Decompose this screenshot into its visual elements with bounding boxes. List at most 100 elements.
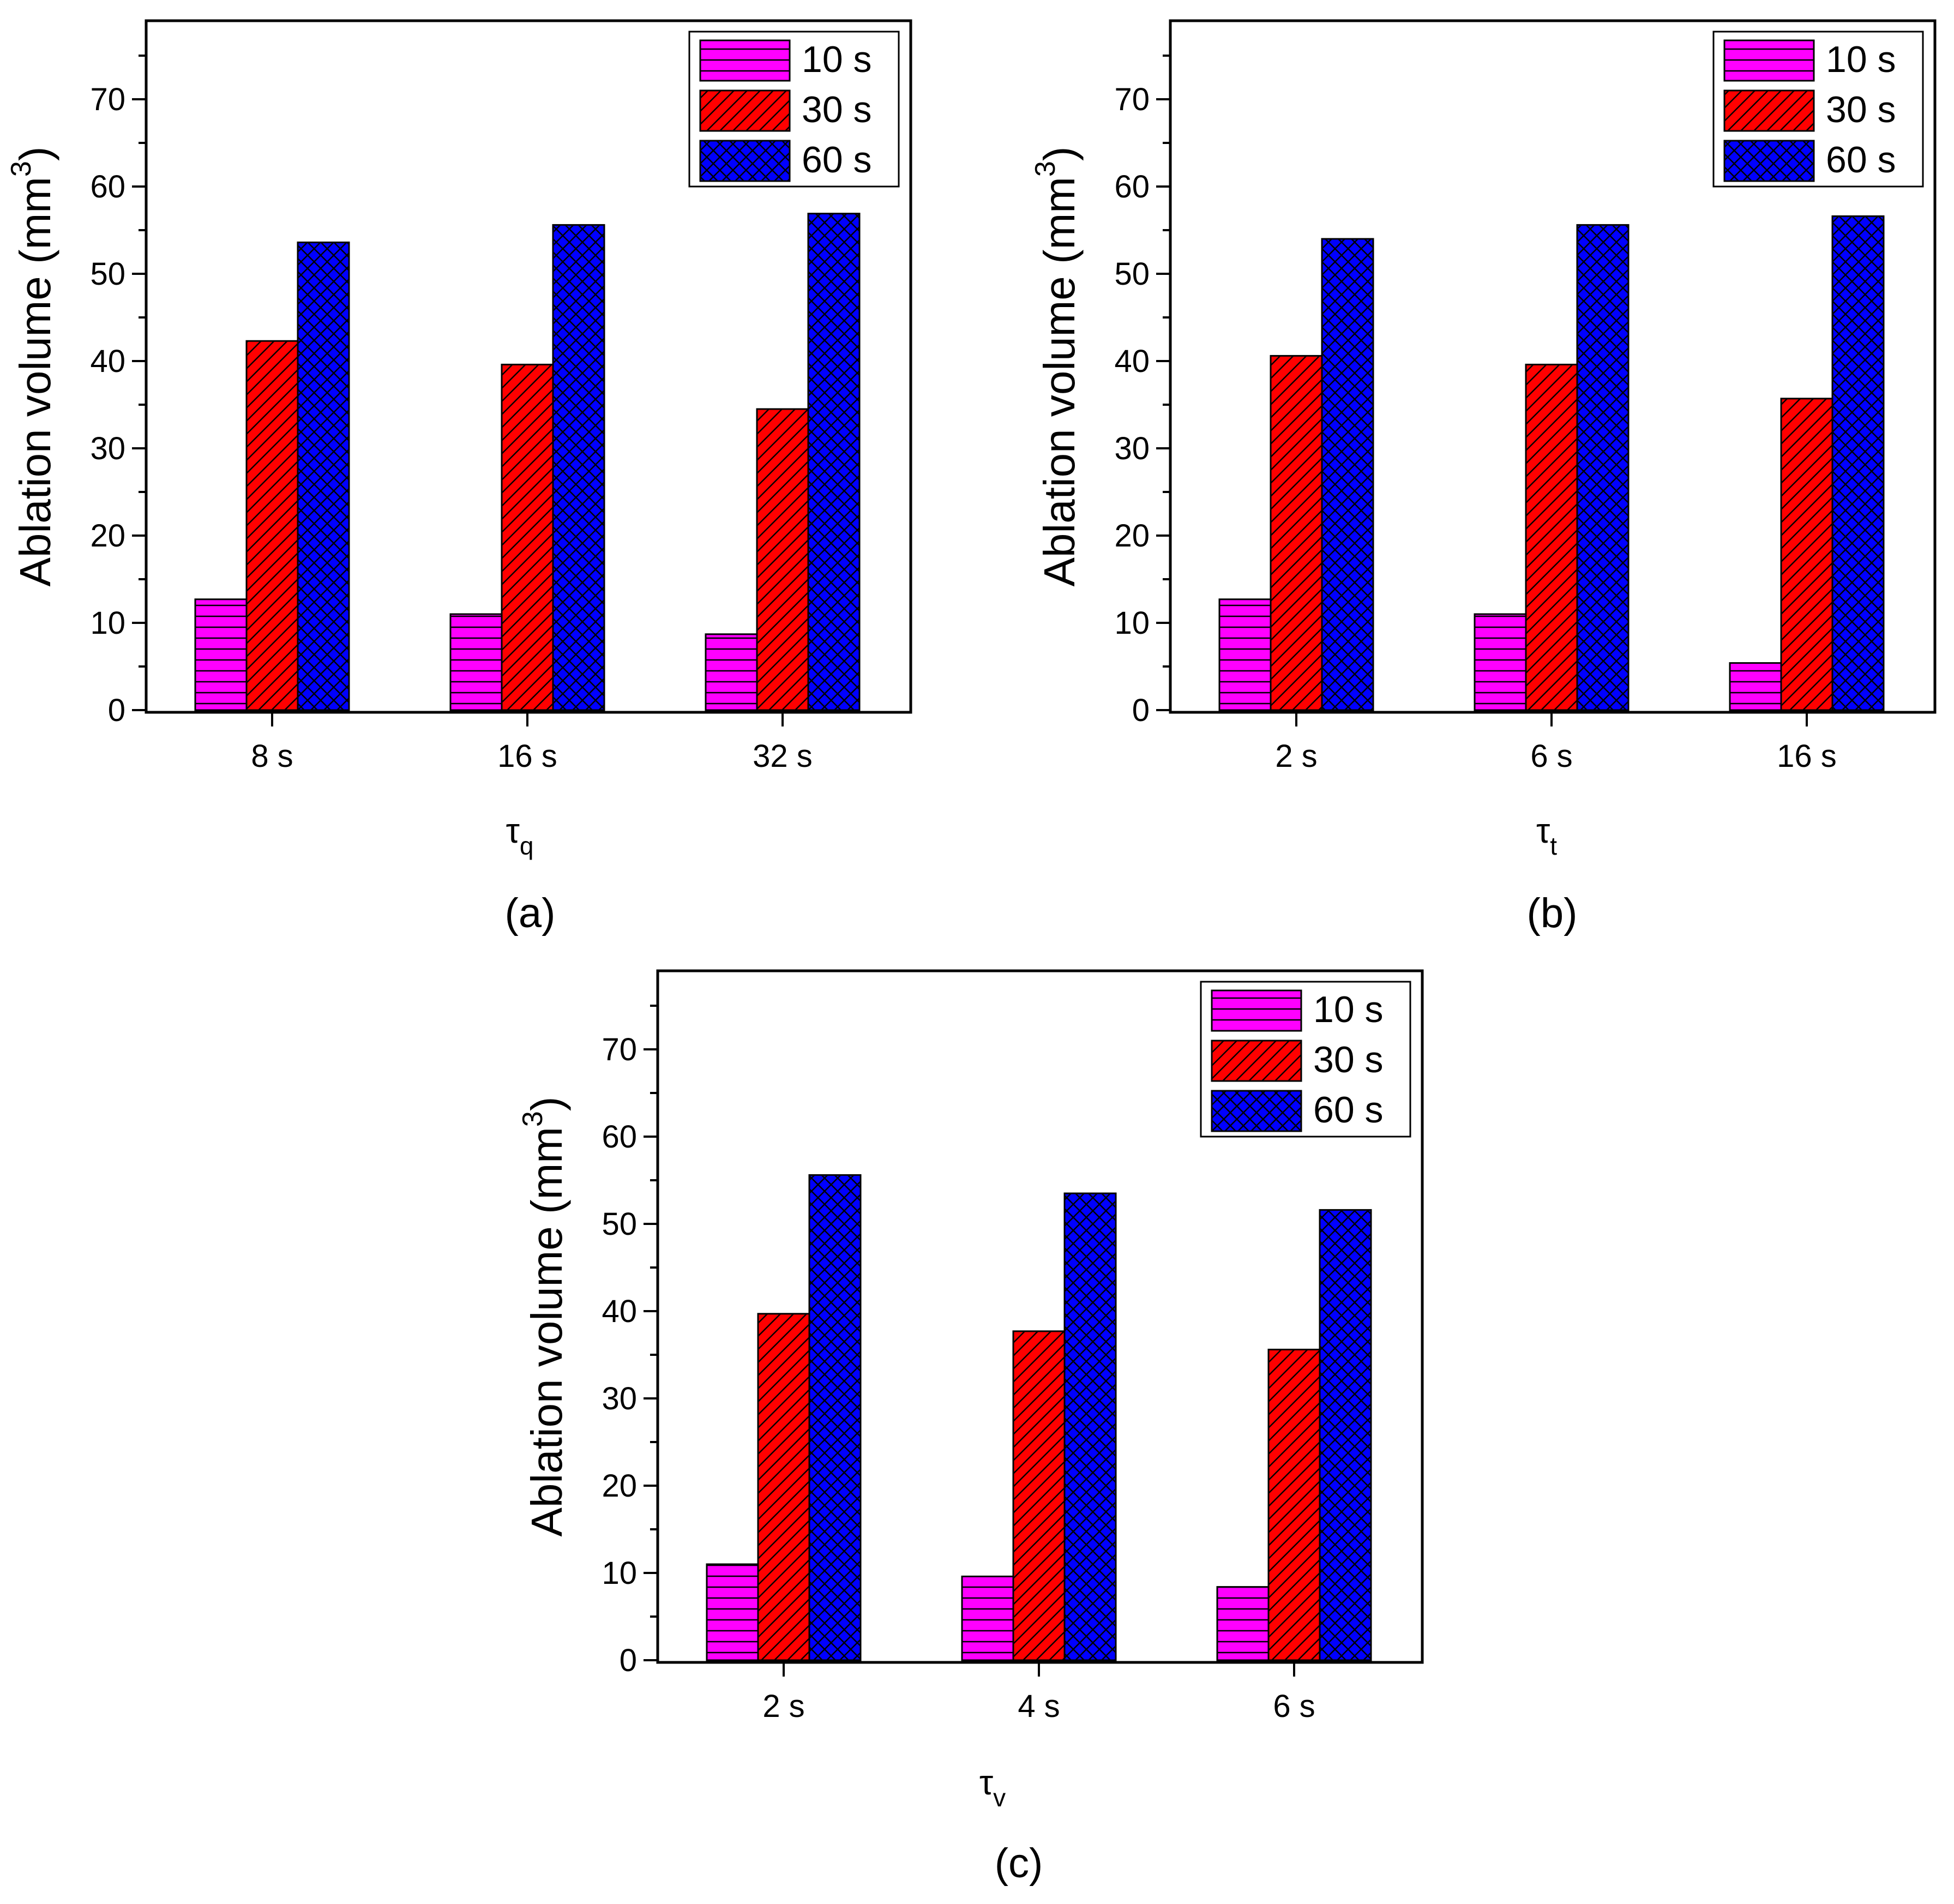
- legend: 10 s 30 s 60 s: [688, 31, 900, 188]
- bar-10s-6s: [1216, 1586, 1270, 1661]
- chart-panel-a: 0 10 20 30 40 50 60 70 8 s 16 s 32 s Ablation vol…: [5, 19, 912, 860]
- x-tick-label: 8 s: [251, 738, 293, 774]
- legend-label: 10 s: [1313, 989, 1384, 1030]
- bar-60s-2s: [1321, 238, 1374, 711]
- legend-label: 30 s: [1313, 1039, 1384, 1080]
- bar-30s-16s: [501, 363, 554, 711]
- x-tick-label: 6 s: [1530, 738, 1572, 774]
- bar-10s-2s: [706, 1563, 759, 1661]
- legend-label: 30 s: [1826, 89, 1896, 130]
- y-tick-label: 0: [108, 693, 125, 728]
- y-tick-label: 50: [1114, 256, 1150, 292]
- y-tick-label: 20: [1114, 518, 1150, 554]
- y-axis: 0 10 20 30 40 50 60 70: [1114, 55, 1170, 728]
- y-tick-label: 10: [1114, 605, 1150, 641]
- x-axis: 2 s 6 s 16 s: [1275, 712, 1837, 774]
- bar-10s-4s: [961, 1575, 1014, 1661]
- caption-a: (a): [505, 890, 556, 936]
- chart-panel-c: 0 10 20 30 40 50 60 70 2 s 4 s 6 s Ablation volum…: [517, 969, 1424, 1812]
- bar-group: [706, 1174, 1372, 1661]
- bar-60s-6s: [1576, 224, 1630, 711]
- y-axis-label: Ablation volume (mm3): [1030, 147, 1084, 587]
- y-tick-label: 20: [602, 1468, 637, 1504]
- bar-30s-16s: [1780, 398, 1833, 711]
- bar-60s-8s: [297, 241, 350, 711]
- x-tick-label: 2 s: [762, 1689, 804, 1724]
- y-tick-label: 50: [602, 1206, 637, 1242]
- legend: 10 s 30 s 60 s: [1712, 31, 1924, 188]
- y-tick-label: 10: [602, 1555, 637, 1591]
- bar-30s-2s: [1270, 355, 1323, 711]
- caption-c: (c): [995, 1840, 1043, 1887]
- y-tick-label: 30: [1114, 431, 1150, 466]
- bar-60s-6s: [1319, 1209, 1372, 1661]
- bar-10s-2s: [1218, 598, 1272, 711]
- y-tick-label: 50: [90, 256, 125, 292]
- bar-60s-16s: [1831, 215, 1885, 711]
- y-axis: 0 10 20 30 40 50 60 70: [602, 1005, 658, 1678]
- y-axis-label: Ablation volume (mm3): [517, 1097, 571, 1537]
- legend-swatch: [699, 89, 791, 132]
- x-tick-label: 16 s: [1777, 738, 1837, 774]
- y-tick-label: 10: [90, 605, 125, 641]
- chart-panel-b: 0 10 20 30 40 50 60 70 2 s 6 s 16 s Ablation volu…: [1030, 19, 1937, 860]
- legend-swatch: [699, 39, 791, 82]
- x-axis: 8 s 16 s 32 s: [251, 712, 813, 774]
- y-tick-label: 30: [90, 431, 125, 466]
- x-axis-label: τt: [1536, 811, 1557, 860]
- x-tick-label: 2 s: [1275, 738, 1317, 774]
- bar-10s-16s: [1729, 662, 1782, 711]
- legend-swatch: [699, 140, 791, 182]
- y-tick-label: 0: [1132, 693, 1150, 728]
- bar-60s-16s: [552, 224, 605, 711]
- y-axis: 0 10 20 30 40 50 60 70: [90, 55, 146, 728]
- x-tick-label: 16 s: [497, 738, 557, 774]
- x-tick-label: 32 s: [753, 738, 813, 774]
- legend-label: 60 s: [802, 139, 872, 181]
- x-tick-label: 4 s: [1018, 1689, 1060, 1724]
- tau-symbol: τ: [979, 1763, 993, 1802]
- bar-10s-6s: [1474, 613, 1527, 711]
- y-tick-label: 60: [90, 169, 125, 205]
- bar-30s-32s: [756, 408, 809, 711]
- y-tick-label: 0: [620, 1643, 637, 1678]
- legend-label: 60 s: [1826, 139, 1896, 181]
- tau-symbol: τ: [506, 811, 520, 850]
- y-axis-label: Ablation volume (mm3): [5, 147, 59, 587]
- legend-swatch: [1211, 989, 1302, 1032]
- x-axis: 2 s 4 s 6 s: [762, 1662, 1315, 1724]
- y-tick-label: 40: [602, 1294, 637, 1329]
- bar-30s-8s: [245, 340, 299, 711]
- y-tick-label: 40: [1114, 344, 1150, 379]
- y-tick-label: 70: [90, 82, 125, 117]
- legend-swatch: [1211, 1090, 1302, 1132]
- bar-60s-4s: [1063, 1192, 1117, 1661]
- y-tick-label: 70: [1114, 82, 1150, 117]
- bar-30s-4s: [1012, 1330, 1066, 1661]
- bar-group: [194, 213, 861, 711]
- tau-symbol: τ: [1536, 811, 1550, 850]
- bar-30s-6s: [1267, 1348, 1321, 1661]
- legend-label: 10 s: [802, 39, 872, 80]
- bar-60s-32s: [807, 213, 861, 711]
- legend-swatch: [1723, 89, 1815, 132]
- bar-group: [1218, 215, 1885, 711]
- x-tick-label: 6 s: [1273, 1689, 1315, 1724]
- y-tick-label: 40: [90, 344, 125, 379]
- bar-30s-2s: [757, 1313, 810, 1661]
- x-axis-label: τq: [506, 811, 534, 860]
- legend-label: 30 s: [802, 89, 872, 130]
- y-tick-label: 60: [1114, 169, 1150, 205]
- legend-swatch: [1723, 140, 1815, 182]
- bar-30s-6s: [1525, 363, 1578, 711]
- bar-10s-8s: [194, 598, 248, 711]
- y-tick-label: 60: [602, 1119, 637, 1155]
- legend-swatch: [1211, 1040, 1302, 1082]
- legend-label: 60 s: [1313, 1089, 1384, 1131]
- y-tick-label: 70: [602, 1032, 637, 1067]
- x-axis-label: τv: [979, 1763, 1006, 1812]
- legend-label: 10 s: [1826, 39, 1896, 80]
- caption-b: (b): [1527, 890, 1578, 936]
- legend-swatch: [1723, 39, 1815, 82]
